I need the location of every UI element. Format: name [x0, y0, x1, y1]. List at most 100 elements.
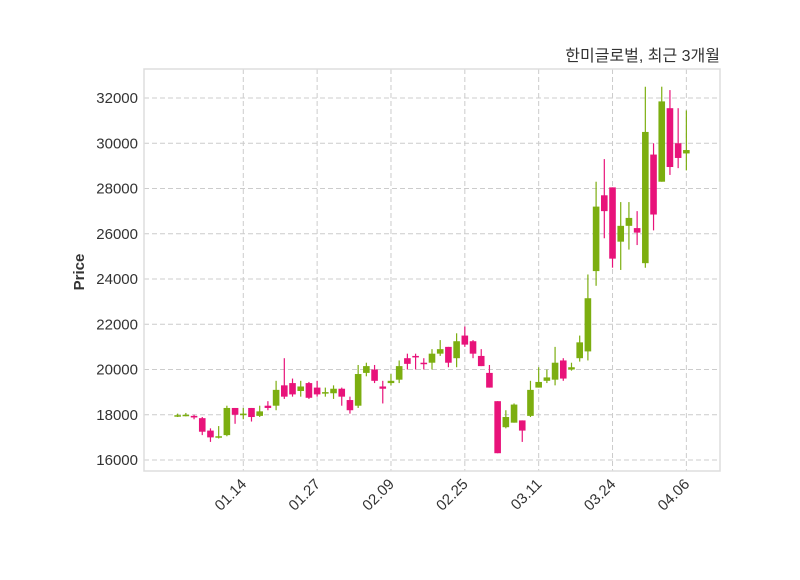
- candle-body: [625, 217, 633, 226]
- candle: [494, 401, 501, 454]
- candle-body: [256, 411, 263, 416]
- candle-body: [494, 401, 501, 454]
- candle: [182, 412, 190, 417]
- candle: [412, 353, 419, 370]
- candle: [313, 380, 321, 397]
- candle-body: [658, 101, 666, 182]
- chart-title: 한미글로벌, 최근 3개월: [565, 47, 720, 65]
- candle: [190, 414, 198, 420]
- x-tick-label: 01.14: [212, 476, 251, 515]
- candle: [395, 360, 403, 384]
- candle: [445, 346, 452, 368]
- y-tick-label: 30000: [96, 135, 138, 152]
- candle: [223, 405, 231, 437]
- candle: [289, 378, 296, 397]
- candle-body: [486, 372, 493, 388]
- candle: [576, 335, 583, 362]
- candle: [387, 374, 395, 386]
- x-tick-label: 01.27: [285, 476, 324, 515]
- candle-body: [248, 407, 255, 418]
- candle-body: [297, 386, 305, 391]
- y-tick-label: 32000: [96, 90, 138, 107]
- candle-body: [650, 154, 657, 215]
- candle-body: [231, 407, 239, 415]
- x-tick-label: 03.11: [508, 476, 546, 514]
- candle-body: [609, 187, 616, 259]
- candle: [305, 381, 313, 399]
- candle: [174, 413, 181, 418]
- y-tick-label: 18000: [96, 407, 138, 424]
- candle-body: [174, 415, 181, 417]
- candle: [617, 202, 625, 270]
- candle-body: [346, 400, 354, 411]
- candle: [346, 396, 354, 414]
- x-tick-label: 02.09: [359, 476, 398, 515]
- candle: [592, 181, 600, 286]
- candle: [428, 349, 436, 370]
- y-tick-label: 24000: [96, 271, 138, 288]
- candle-body: [461, 335, 469, 345]
- candle: [436, 340, 444, 356]
- candle: [272, 380, 280, 411]
- candle: [264, 401, 272, 411]
- candle-body: [404, 358, 411, 364]
- candle: [527, 380, 534, 418]
- candle-body: [281, 385, 288, 397]
- candle-body: [551, 362, 559, 380]
- candle: [379, 380, 387, 404]
- candle-body: [215, 436, 222, 438]
- candle-body: [510, 404, 518, 423]
- candle-body: [584, 298, 592, 352]
- candle: [281, 358, 288, 399]
- candle-body: [207, 430, 214, 438]
- candle-body: [182, 414, 190, 417]
- candle-body: [239, 413, 247, 416]
- x-tick-label: 03.24: [581, 476, 620, 515]
- candle-body: [601, 195, 608, 212]
- candle: [625, 202, 633, 250]
- plot-frame: [143, 68, 721, 472]
- y-tick-label: 20000: [96, 362, 138, 379]
- candle-body: [264, 405, 272, 408]
- candle: [568, 362, 575, 371]
- candle: [559, 358, 567, 381]
- y-tick-label: 28000: [96, 181, 138, 198]
- candle-body: [379, 386, 387, 389]
- candle: [601, 159, 608, 239]
- candle-body: [683, 150, 690, 154]
- candle-body: [198, 418, 206, 432]
- candle: [420, 358, 428, 370]
- candle-body: [469, 341, 477, 354]
- candle: [486, 364, 493, 388]
- candle-body: [502, 417, 510, 428]
- y-axis-ticks: 16000 18000 20000 22000 24000 26000 28000 30000…: [96, 90, 138, 469]
- candle-body: [617, 225, 625, 242]
- candle-body: [420, 362, 428, 365]
- candle: [330, 385, 337, 399]
- candle-body: [527, 389, 534, 416]
- candle: [469, 340, 477, 359]
- candle-body: [568, 367, 575, 370]
- candle: [371, 364, 378, 384]
- candle: [354, 364, 362, 408]
- candle: [461, 326, 469, 347]
- candle-body: [576, 342, 583, 359]
- y-tick-label: 22000: [96, 316, 138, 333]
- candle-body: [518, 420, 526, 431]
- x-tick-label: 04.06: [655, 476, 694, 515]
- candle: [248, 407, 255, 422]
- candle-body: [305, 383, 313, 398]
- candle: [658, 86, 666, 182]
- candles: [174, 86, 690, 454]
- candle: [477, 349, 485, 367]
- candle-body: [436, 349, 444, 354]
- candle: [510, 403, 518, 423]
- y-tick-label: 26000: [96, 226, 138, 243]
- candle-body: [453, 341, 460, 359]
- candle-body: [322, 392, 329, 394]
- candle: [207, 428, 214, 442]
- candle-body: [289, 383, 296, 395]
- candle-body: [543, 377, 551, 381]
- candle-body: [428, 353, 436, 363]
- candle: [322, 387, 329, 397]
